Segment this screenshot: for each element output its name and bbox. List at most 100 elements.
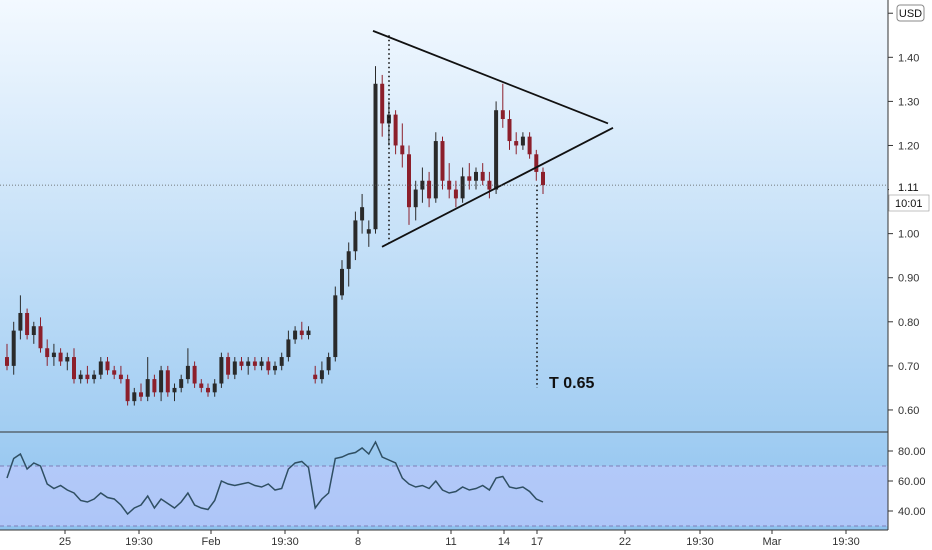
candle [31, 321, 36, 344]
candle [500, 83, 505, 128]
candle [152, 374, 157, 397]
candle [132, 387, 137, 406]
chart-background [0, 0, 888, 530]
candle [179, 374, 184, 393]
last-price-value: 1.11 [898, 182, 919, 194]
time-tick-label: 22 [619, 536, 631, 548]
candle-body [145, 379, 150, 397]
candle [45, 339, 50, 366]
candle-body [480, 171, 485, 181]
candle [78, 370, 83, 384]
candle-body [152, 379, 157, 393]
candle-body [433, 141, 438, 199]
candle-body [286, 339, 291, 358]
candle [514, 132, 519, 155]
candle-body [31, 326, 36, 336]
candle-body [38, 326, 43, 349]
candle [58, 348, 63, 366]
price-tick-label: 1.20 [898, 140, 919, 152]
candle-body [165, 370, 170, 393]
candle [447, 163, 452, 199]
candle [319, 361, 324, 384]
candle-body [72, 357, 76, 380]
price-tick-label: 1.30 [898, 96, 919, 108]
candle-body [306, 330, 311, 336]
candle-body [45, 348, 50, 358]
candle [172, 383, 177, 402]
candle-body [65, 357, 70, 362]
candle [360, 193, 365, 234]
candle [393, 110, 398, 155]
candle [38, 317, 43, 353]
candle [145, 357, 150, 402]
candle-body [474, 171, 478, 181]
time-tick-label: 11 [445, 536, 456, 548]
candle [420, 167, 425, 203]
candle [273, 361, 277, 375]
time-axis-background [0, 530, 932, 550]
candle [366, 220, 371, 247]
candle-body [373, 83, 378, 230]
time-tick-label: 14 [498, 536, 510, 548]
candle-body [527, 136, 532, 155]
time-tick-label: 17 [531, 536, 543, 548]
candle-body [313, 374, 318, 380]
candle-body [266, 361, 271, 371]
candle [413, 180, 418, 221]
candle-body [212, 383, 217, 393]
candle [353, 211, 358, 261]
currency-badge[interactable]: USD [896, 4, 925, 22]
drawings [372, 30, 614, 388]
currency-badge-label: USD [899, 8, 922, 20]
candle-body [252, 361, 257, 366]
price-tick-label: 0.80 [898, 317, 919, 329]
candle [232, 357, 237, 380]
candle-body [413, 189, 418, 208]
candle-body [507, 119, 512, 142]
candle [306, 326, 311, 340]
rsi-line [6, 440, 544, 516]
candle-body [386, 114, 391, 124]
candle-body [326, 357, 331, 371]
lower-trendline [381, 127, 614, 248]
candle-body [514, 141, 519, 146]
candle-body [467, 176, 472, 181]
candle [252, 357, 257, 371]
candle-body [366, 229, 371, 234]
target-annotation: T 0.65 [549, 375, 594, 392]
candle [11, 321, 16, 375]
candle [18, 295, 23, 340]
candle-body [293, 330, 298, 340]
candle-body [500, 110, 505, 120]
candle-body [118, 374, 123, 380]
candle [159, 365, 164, 402]
candle [453, 180, 458, 208]
candle-body [534, 154, 539, 172]
candle-body [226, 357, 231, 375]
candle [118, 365, 123, 384]
candle [279, 352, 284, 371]
candle-body [333, 295, 338, 358]
candle [433, 132, 438, 203]
candle-body [232, 361, 237, 375]
upper-trendline [372, 30, 609, 125]
candle-body [494, 110, 499, 190]
candle [266, 357, 271, 375]
last-price-countdown: 10:01 [895, 198, 923, 210]
rsi-pane[interactable]: 80.00 60.00 40.00 [0, 440, 926, 527]
candle [286, 330, 291, 362]
time-tick-label: 19:30 [125, 536, 153, 548]
candle [239, 357, 244, 371]
candle-body [132, 392, 137, 402]
candle-body [58, 352, 63, 362]
candle-body [541, 171, 545, 186]
candle-body [299, 330, 304, 336]
last-price-label: 1.11 10:01 [888, 179, 930, 212]
candle [246, 357, 251, 375]
candle [65, 352, 70, 371]
price-tick-label: 1.00 [898, 229, 919, 241]
candle-body [85, 374, 90, 380]
candle-body [51, 352, 56, 358]
candle [72, 348, 76, 384]
